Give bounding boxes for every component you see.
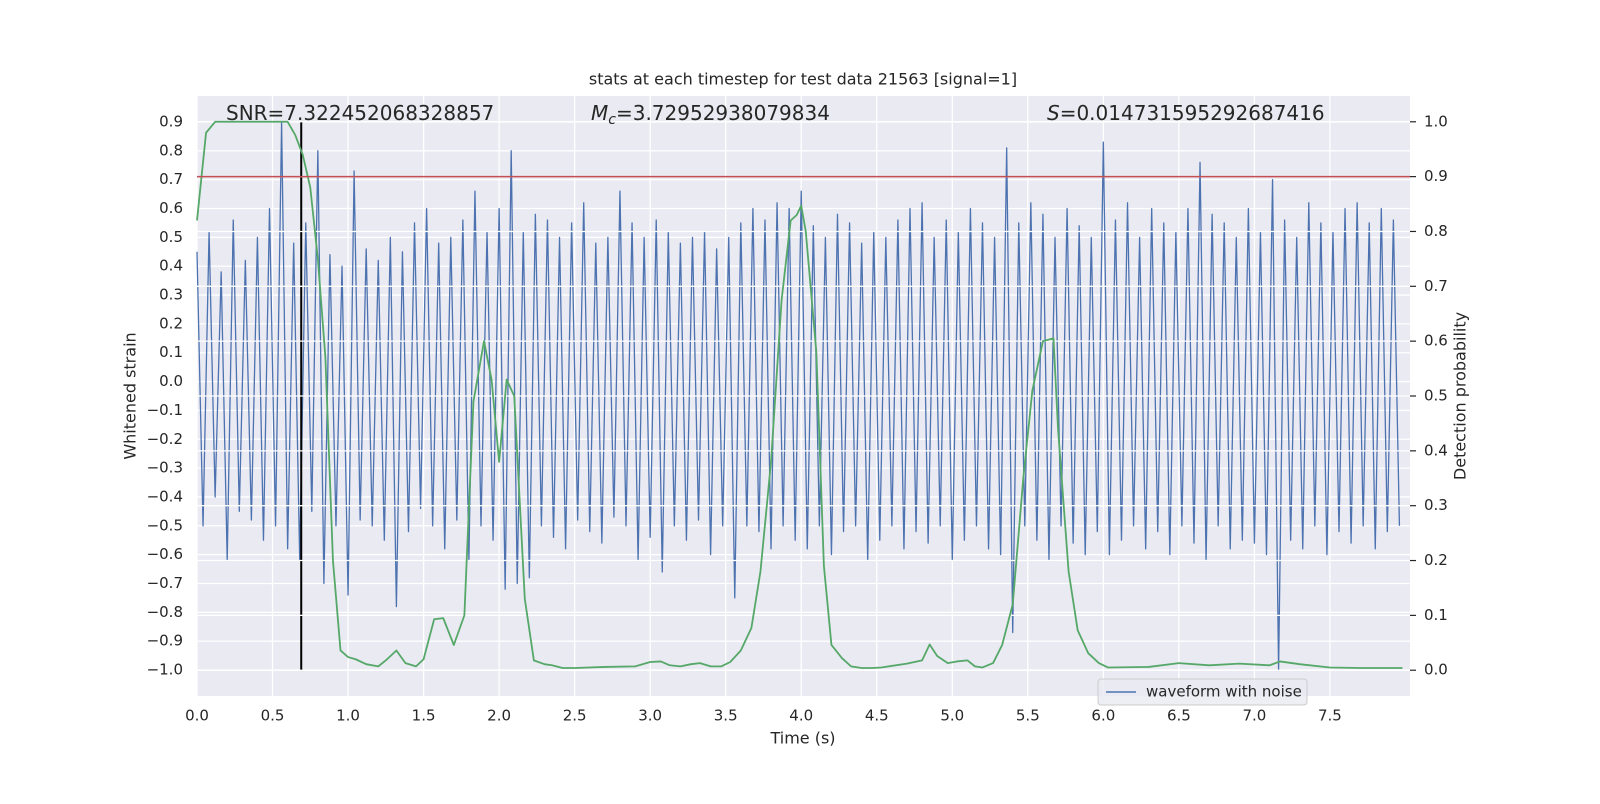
y2-tick-label: 0.5: [1424, 387, 1448, 405]
annotation-text: =3.72952938079834: [616, 101, 830, 125]
x-tick-label: 0.0: [185, 707, 209, 725]
annotation: S=0.014731595292687416: [1047, 101, 1325, 125]
legend-label: waveform with noise: [1146, 683, 1302, 701]
y2-tick-label: 0.2: [1424, 551, 1448, 569]
y-tick-label: 0.0: [159, 372, 183, 390]
x-axis-label: Time (s): [769, 729, 835, 748]
x-tick-label: 2.0: [487, 707, 511, 725]
annotation-text: SNR=7.322452068328857: [226, 101, 494, 125]
y-tick-label: −0.8: [147, 603, 183, 621]
y-tick-label: −0.1: [147, 401, 183, 419]
y-tick-label: −0.4: [147, 487, 183, 505]
x-tick-label: 1.0: [336, 707, 360, 725]
y-tick-label: 0.7: [159, 170, 183, 188]
y-axis-label: Whitened strain: [121, 332, 140, 459]
x-tick-label: 4.5: [865, 707, 889, 725]
x-tick-label: 7.5: [1318, 707, 1342, 725]
y-tick-label: 0.2: [159, 314, 183, 332]
y2-tick-label: 0.6: [1424, 332, 1448, 350]
y2-tick-label: 0.3: [1424, 496, 1448, 514]
x-tick-label: 7.0: [1242, 707, 1266, 725]
y2-tick-label: 0.0: [1424, 661, 1448, 679]
x-tick-label: 6.5: [1167, 707, 1191, 725]
annotation: SNR=7.322452068328857: [226, 101, 494, 125]
y-tick-label: −0.3: [147, 459, 183, 477]
annotation-subscript: c: [608, 112, 616, 128]
y2-tick-label: 1.0: [1424, 112, 1448, 130]
x-tick-label: 2.5: [563, 707, 587, 725]
y-tick-label: 0.4: [159, 257, 183, 275]
y-tick-label: −0.9: [147, 632, 183, 650]
y2-tick-label: 0.4: [1424, 441, 1448, 459]
y2-tick-label: 0.9: [1424, 167, 1448, 185]
x-tick-label: 3.0: [638, 707, 662, 725]
legend: waveform with noise: [1097, 678, 1308, 706]
y-tick-label: 0.8: [159, 141, 183, 159]
x-tick-label: 5.0: [940, 707, 964, 725]
y-tick-label: −0.6: [147, 545, 183, 563]
y2-tick-label: 0.1: [1424, 606, 1448, 624]
legend-box: [1097, 678, 1308, 706]
series-line: [196, 121, 1401, 671]
y-tick-label: 0.9: [159, 112, 183, 130]
y-tick-label: 0.6: [159, 199, 183, 217]
annotation: Mc=3.72952938079834: [591, 101, 830, 129]
x-tick-label: 4.0: [789, 707, 813, 725]
x-tick-label: 0.5: [261, 707, 285, 725]
y2-tick-label: 0.8: [1424, 222, 1448, 240]
y-tick-label: −1.0: [147, 661, 183, 679]
series-line: [196, 120, 1403, 669]
y-tick-label: 0.5: [159, 228, 183, 246]
annotation-symbol: S: [1047, 101, 1060, 125]
y-tick-label: 0.1: [159, 343, 183, 361]
y-tick-label: 0.3: [159, 286, 183, 304]
y2-axis-label: Detection probability: [1451, 312, 1470, 480]
y-tick-label: −0.5: [147, 516, 183, 534]
x-tick-label: 1.5: [412, 707, 436, 725]
right-axis-layer: [196, 120, 1410, 671]
x-tick-label: 6.0: [1091, 707, 1115, 725]
x-tick-label: 3.5: [714, 707, 738, 725]
x-tick-label: 5.5: [1016, 707, 1040, 725]
annotation-symbol: M: [591, 101, 608, 125]
y2-tick-label: 0.7: [1424, 277, 1448, 295]
y-tick-label: −0.2: [147, 430, 183, 448]
annotation-text: =0.014731595292687416: [1060, 101, 1325, 125]
chart-title: stats at each timestep for test data 215…: [589, 70, 1017, 89]
y-tick-label: −0.7: [147, 574, 183, 592]
